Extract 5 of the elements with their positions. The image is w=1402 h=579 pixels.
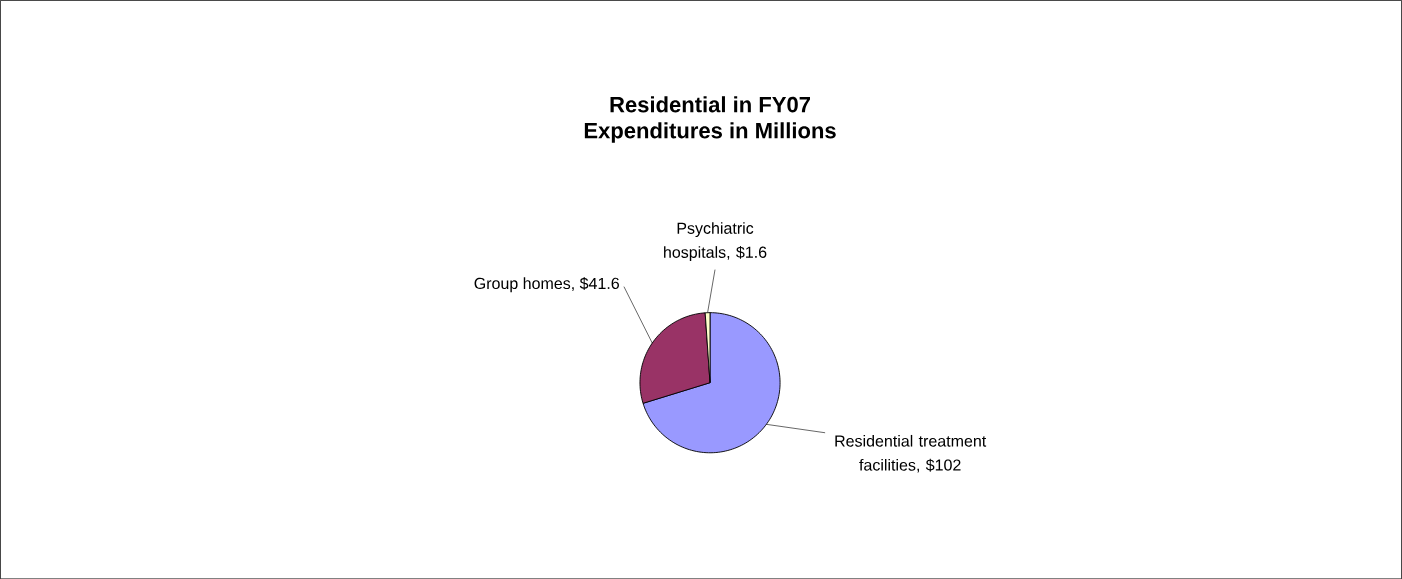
slice-label: Group homes, $41.6 [474, 276, 619, 293]
slice-label: Residential treatment facilities, $102 [835, 434, 987, 473]
chart-title: Residential in FY07 [610, 96, 810, 113]
slice-label: Psychiatric hospitals, $1.6 [664, 221, 767, 261]
chart-subtitle: Expenditures in Millions [584, 122, 836, 143]
